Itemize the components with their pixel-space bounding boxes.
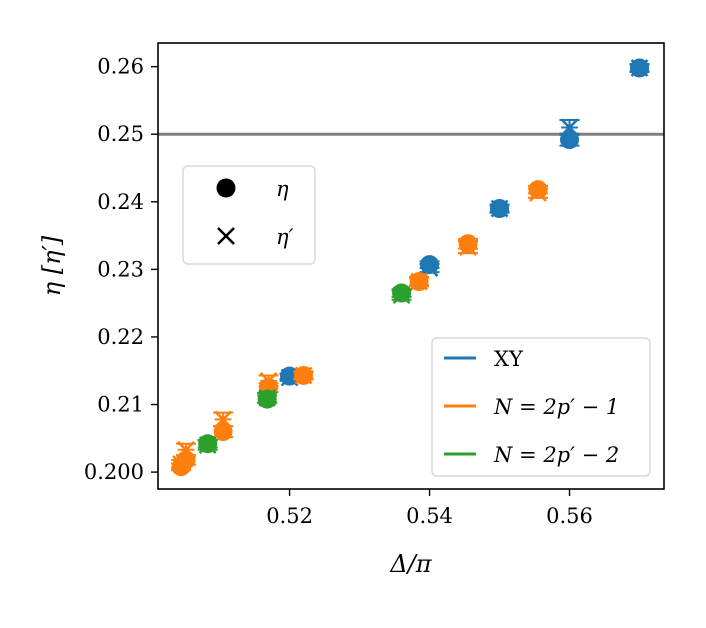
marker-legend: η η′: [182, 165, 316, 265]
plot-frame: [157, 42, 665, 490]
marker-legend-label-eta-prime: η′: [276, 225, 294, 249]
x-axis-label: Δ/π: [389, 550, 432, 578]
y-tick-label: 0.23: [97, 257, 144, 281]
circle-point-eta: [420, 255, 440, 275]
legend-label-n2: N = 2p′ − 2: [493, 443, 619, 467]
circle-point-eta: [490, 199, 510, 219]
circle-point-eta: [198, 434, 218, 454]
y-tick-label: 0.26: [97, 55, 144, 79]
marker-legend-box: [182, 165, 316, 265]
x-axis: 0.52 0.54 0.56: [266, 489, 593, 528]
series-2: [197, 283, 412, 454]
circle-marker-icon: [216, 178, 236, 198]
circle-point-eta: [392, 283, 412, 303]
circle-point-eta: [294, 365, 314, 385]
series-1: [171, 180, 549, 477]
y-tick-label: 0.200: [84, 460, 144, 484]
circle-point-eta: [213, 422, 233, 442]
circle-point-eta: [528, 180, 548, 200]
circle-point-eta: [458, 234, 478, 254]
series-legend-box: [431, 337, 651, 477]
y-axis-label: η [η′]: [38, 235, 66, 296]
legend-label-xy: XY: [494, 347, 524, 371]
circle-point-eta: [409, 272, 429, 292]
y-tick-label: 0.25: [97, 122, 144, 146]
y-tick-label: 0.22: [97, 325, 144, 349]
data-marks: [171, 58, 650, 477]
x-tick-label: 0.54: [406, 504, 453, 528]
y-axis: 0.200 0.21 0.22 0.23 0.24 0.25 0.26: [84, 55, 158, 484]
circle-point-eta: [176, 450, 196, 470]
cross-marker-icon: [217, 227, 235, 245]
marker-legend-label-eta: η: [276, 177, 289, 201]
series-legend: XY N = 2p′ − 1 N = 2p′ − 2: [431, 337, 651, 477]
x-tick-label: 0.52: [266, 504, 313, 528]
legend-label-n1: N = 2p′ − 1: [493, 395, 619, 419]
y-tick-label: 0.21: [97, 393, 144, 417]
x-tick-label: 0.56: [546, 504, 593, 528]
series-0: [279, 58, 650, 387]
circle-point-eta: [560, 130, 580, 150]
circle-point-eta: [630, 58, 650, 78]
y-tick-label: 0.24: [97, 190, 144, 214]
circle-point-eta: [257, 389, 277, 409]
